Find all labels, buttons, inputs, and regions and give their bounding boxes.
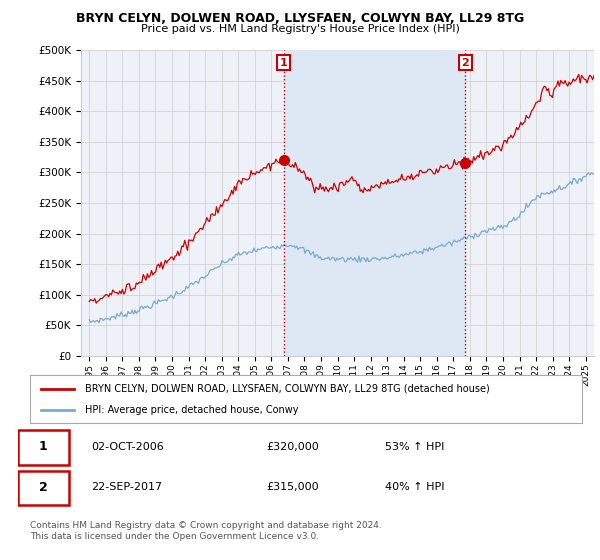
Text: 02-OCT-2006: 02-OCT-2006 xyxy=(91,442,164,452)
Text: 1: 1 xyxy=(280,58,287,68)
Text: 40% ↑ HPI: 40% ↑ HPI xyxy=(385,482,444,492)
Text: HPI: Average price, detached house, Conwy: HPI: Average price, detached house, Conw… xyxy=(85,405,299,416)
FancyBboxPatch shape xyxy=(18,471,69,505)
Text: BRYN CELYN, DOLWEN ROAD, LLYSFAEN, COLWYN BAY, LL29 8TG: BRYN CELYN, DOLWEN ROAD, LLYSFAEN, COLWY… xyxy=(76,12,524,25)
Text: 22-SEP-2017: 22-SEP-2017 xyxy=(91,482,163,492)
Bar xyxy=(284,50,465,356)
FancyBboxPatch shape xyxy=(18,431,69,465)
Text: Price paid vs. HM Land Registry's House Price Index (HPI): Price paid vs. HM Land Registry's House … xyxy=(140,24,460,34)
Text: £315,000: £315,000 xyxy=(266,482,319,492)
Text: Contains HM Land Registry data © Crown copyright and database right 2024.: Contains HM Land Registry data © Crown c… xyxy=(30,521,382,530)
Text: 2: 2 xyxy=(39,481,48,494)
Text: 2: 2 xyxy=(461,58,469,68)
Text: 53% ↑ HPI: 53% ↑ HPI xyxy=(385,442,444,452)
Text: 1: 1 xyxy=(39,440,48,453)
Text: £320,000: £320,000 xyxy=(266,442,319,452)
Text: BRYN CELYN, DOLWEN ROAD, LLYSFAEN, COLWYN BAY, LL29 8TG (detached house): BRYN CELYN, DOLWEN ROAD, LLYSFAEN, COLWY… xyxy=(85,384,490,394)
Text: This data is licensed under the Open Government Licence v3.0.: This data is licensed under the Open Gov… xyxy=(30,532,319,541)
